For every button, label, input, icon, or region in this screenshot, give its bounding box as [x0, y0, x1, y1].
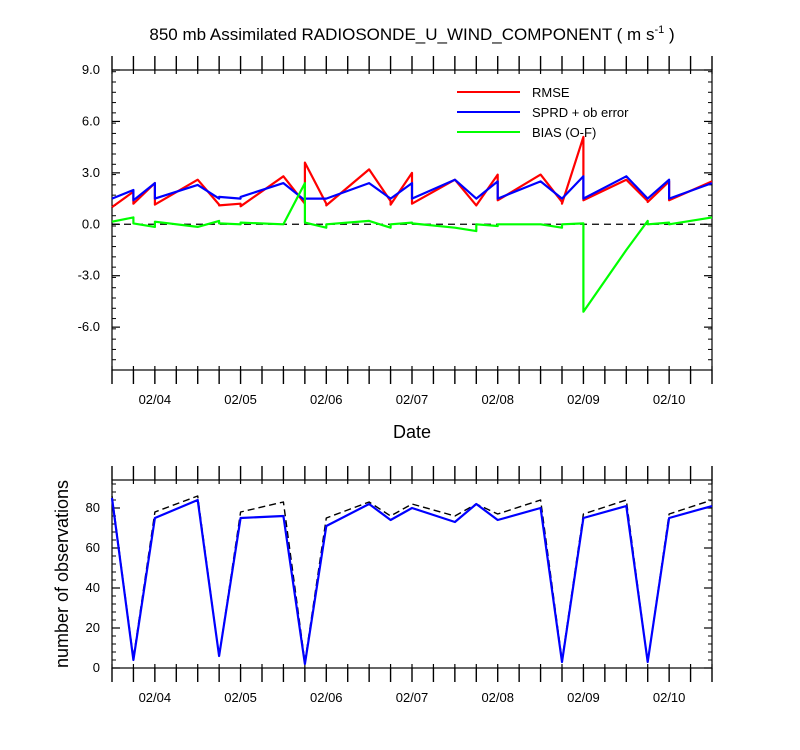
y-tick-label: 60 [86, 540, 100, 555]
title-unit-superscript: -1 [654, 24, 664, 36]
y-tick-label: 80 [86, 500, 100, 515]
x-tick-label: 02/04 [139, 392, 172, 407]
x-tick-label: 02/05 [224, 690, 257, 705]
y-tick-label: -3.0 [78, 268, 100, 283]
y-tick-label: 40 [86, 580, 100, 595]
x-tick-label: 02/05 [224, 392, 257, 407]
y-axis-title-observations: number of observations [52, 480, 72, 668]
x-tick-label: 02/09 [567, 690, 600, 705]
x-tick-label: 02/07 [396, 392, 429, 407]
top-plot-series [111, 135, 713, 313]
legend: RMSE SPRD + ob error BIAS (O-F) [457, 85, 629, 140]
series-line-possible-observations [111, 495, 713, 663]
y-tick-label: 9.0 [82, 62, 100, 77]
x-tick-label: 02/09 [567, 392, 600, 407]
series-line-sprd-ob-error [111, 175, 713, 202]
x-tick-label: 02/10 [653, 690, 686, 705]
y-tick-label: 3.0 [82, 165, 100, 180]
bottom-plot-series [110, 495, 713, 666]
series-line-assimilated-observations [110, 497, 713, 666]
x-axis-title: Date [393, 422, 431, 442]
legend-label-rmse: RMSE [532, 85, 570, 100]
chart-title: 850 mb Assimilated RADIOSONDE_U_WIND_COM… [149, 24, 674, 44]
x-tick-label: 02/08 [481, 392, 514, 407]
x-tick-label: 02/07 [396, 690, 429, 705]
x-tick-label: 02/06 [310, 392, 343, 407]
series-line-rmse [111, 135, 713, 208]
x-tick-label: 02/06 [310, 690, 343, 705]
y-tick-label: 0 [93, 660, 100, 675]
top-plot-ticks: 9.0 6.0 3.0 0.0 -3.0 -6.0 02/04 02/05 02/06 02/07… [78, 56, 713, 407]
y-tick-label: 6.0 [82, 113, 100, 128]
x-tick-label: 02/10 [653, 392, 686, 407]
y-tick-label: -6.0 [78, 319, 100, 334]
x-tick-label: 02/08 [481, 690, 514, 705]
series-line-bias-o-f [111, 182, 713, 313]
legend-label-bias: BIAS (O-F) [532, 125, 596, 140]
y-tick-label: 0.0 [82, 216, 100, 231]
y-tick-label: 20 [86, 620, 100, 635]
legend-label-sprd: SPRD + ob error [532, 105, 629, 120]
bottom-plot-ticks: 0 20 40 60 80 02/04 02/05 02/06 02/07 02/08 02/09 0… [86, 466, 713, 705]
x-tick-label: 02/04 [139, 690, 172, 705]
